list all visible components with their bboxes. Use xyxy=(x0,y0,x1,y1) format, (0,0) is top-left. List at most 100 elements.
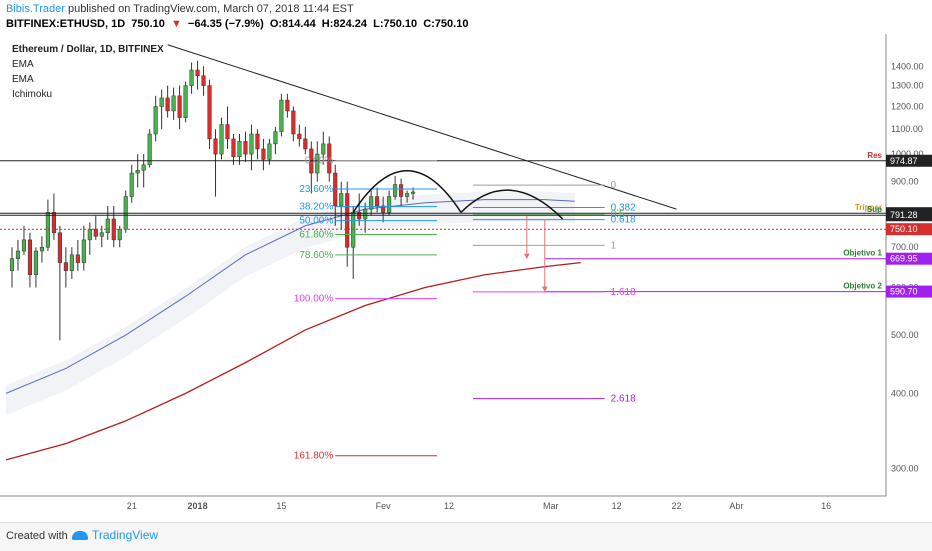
pattern-arc-1 xyxy=(352,170,462,213)
tradingview-link[interactable]: TradingView xyxy=(72,528,158,542)
level-name-sup: Sup xyxy=(867,205,882,214)
candle-body xyxy=(297,133,302,140)
fib-retracement-label: 38.20% xyxy=(299,202,333,213)
candle-body xyxy=(57,232,62,263)
pattern-arc-2 xyxy=(460,189,564,220)
candle-body xyxy=(213,138,218,155)
legend-item-ema-1[interactable]: EMA xyxy=(12,59,34,70)
candle-body xyxy=(363,208,368,220)
low-value: L:750.10 xyxy=(373,18,418,30)
price-mark-tag xyxy=(886,252,932,265)
fib-extension-label: 1.618 xyxy=(611,287,636,298)
price-tick-label: 1400.00 xyxy=(891,61,924,71)
candle-body xyxy=(207,85,212,140)
candle-body xyxy=(321,143,326,155)
candle-body xyxy=(183,85,188,118)
candle-body xyxy=(189,69,194,86)
fib-retracement-label: 161.80% xyxy=(294,451,334,462)
level-name-tripper: Tripper xyxy=(855,203,882,212)
candle-body xyxy=(201,75,206,86)
footer-bar: Created with TradingView xyxy=(0,522,932,551)
time-tick-label: 12 xyxy=(612,501,622,511)
time-tick-label: 16 xyxy=(821,501,831,511)
price-mark-label: 669.95 xyxy=(890,254,918,264)
candle-body xyxy=(237,141,242,157)
fib-extension-label: 0.382 xyxy=(611,203,636,214)
level-price-label: 791.28 xyxy=(890,210,918,220)
candle-body xyxy=(93,228,98,237)
candle-body xyxy=(273,131,278,145)
candle-body xyxy=(249,133,254,155)
fib-extension-label: 0.618 xyxy=(611,215,636,226)
candle-body xyxy=(195,69,200,77)
published-text: published on TradingView.com, March 07, … xyxy=(67,3,354,15)
price-mark-tag xyxy=(886,223,932,236)
candle-body xyxy=(63,262,68,271)
candle-body xyxy=(225,124,230,140)
created-with-text: Created with xyxy=(6,530,68,542)
candle-body xyxy=(147,133,152,166)
price-tick-label: 1100.00 xyxy=(891,124,923,134)
symbol-info: BITFINEX:ETHUSD, 1D 750.10 ▼ −64.35 (−7.… xyxy=(6,18,471,30)
level-name-res: Res xyxy=(867,151,882,160)
legend-item-ema-2[interactable]: EMA xyxy=(12,74,34,85)
price-tick-label: 1300.00 xyxy=(891,81,924,91)
candle-body xyxy=(45,212,50,248)
candle-body xyxy=(333,172,338,207)
candle-body xyxy=(135,170,140,174)
candle-body xyxy=(21,239,27,252)
legend-item-ichimoku[interactable]: Ichimoku xyxy=(12,89,53,100)
candle-body xyxy=(327,143,332,174)
candle-body xyxy=(261,148,266,160)
fib-extension-label: 0.5 xyxy=(611,209,625,220)
level-price-tag xyxy=(886,209,932,222)
price-change: −64.35 (−7.9%) xyxy=(187,18,264,30)
price-tick-label: 700.00 xyxy=(891,242,919,252)
price-axis-background xyxy=(886,34,932,522)
chart-area[interactable]: 300.00400.00500.00600.00700.00900.001000… xyxy=(0,34,932,522)
candle-body xyxy=(375,196,380,207)
price-mark-tag xyxy=(886,285,932,298)
candle-body xyxy=(339,193,344,207)
level-price-tag xyxy=(886,154,932,167)
time-tick-label: 15 xyxy=(276,501,286,511)
fib-retracement-label: 100.00% xyxy=(294,294,334,305)
candle-body xyxy=(255,133,260,150)
candle-body xyxy=(303,138,308,150)
time-tick-label: 21 xyxy=(127,501,137,511)
candle-body xyxy=(393,184,398,197)
high-value: H:824.24 xyxy=(321,18,368,30)
time-tick-label: Fev xyxy=(376,501,392,511)
candle-body xyxy=(99,232,104,237)
tradingview-brand: TradingView xyxy=(92,528,159,542)
ichimoku-cloud xyxy=(6,191,575,416)
candle-body xyxy=(141,164,146,171)
candle-body xyxy=(87,228,92,241)
candle-body xyxy=(351,212,356,248)
chart-header: Bibis.Trader published on TradingView.co… xyxy=(0,0,932,34)
price-tick-label: 900.00 xyxy=(891,177,919,187)
open-value: O:814.44 xyxy=(269,18,316,30)
candle-body xyxy=(177,95,182,118)
candle-body xyxy=(411,191,416,194)
candle-body xyxy=(285,99,290,112)
price-mark-label: 750.10 xyxy=(890,224,918,234)
fib-extension-label: 1 xyxy=(611,240,617,251)
fib-retracement-label: 50.00% xyxy=(299,216,333,227)
candle-body xyxy=(33,250,38,276)
candle-body xyxy=(279,99,284,132)
candle-body xyxy=(51,212,56,233)
target-arrowhead-2 xyxy=(541,286,548,292)
target-name: Objetivo 1 xyxy=(843,249,882,258)
candle-body xyxy=(399,184,404,197)
fib-retracement-label: 23.60% xyxy=(299,184,333,195)
time-tick-label: 22 xyxy=(671,501,681,511)
price-chart[interactable]: 300.00400.00500.00600.00700.00900.001000… xyxy=(0,34,932,522)
candle-body xyxy=(405,193,410,197)
candle-body xyxy=(159,97,164,107)
close-value: C:750.10 xyxy=(423,18,469,30)
fib-retracement-label: 61.80% xyxy=(299,230,333,241)
candle-body xyxy=(165,97,170,112)
candle-body xyxy=(153,106,158,135)
author-link[interactable]: Bibis.Trader xyxy=(6,3,65,15)
